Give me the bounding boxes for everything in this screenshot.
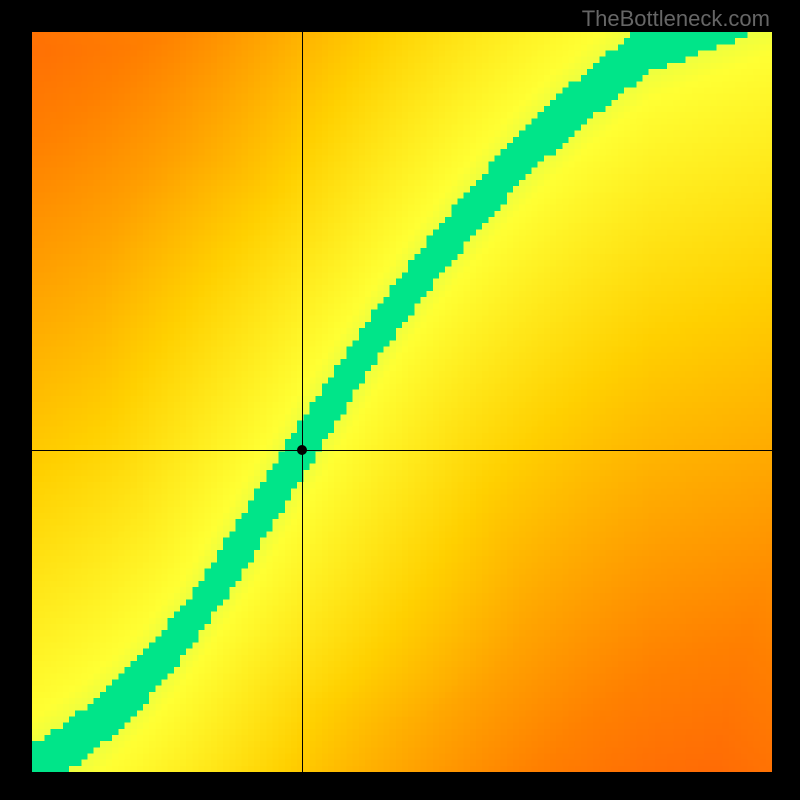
crosshair-vertical — [302, 32, 303, 772]
crosshair-marker — [297, 445, 307, 455]
crosshair-horizontal — [32, 450, 772, 451]
bottleneck-heatmap — [32, 32, 772, 772]
watermark-text: TheBottleneck.com — [582, 6, 770, 32]
